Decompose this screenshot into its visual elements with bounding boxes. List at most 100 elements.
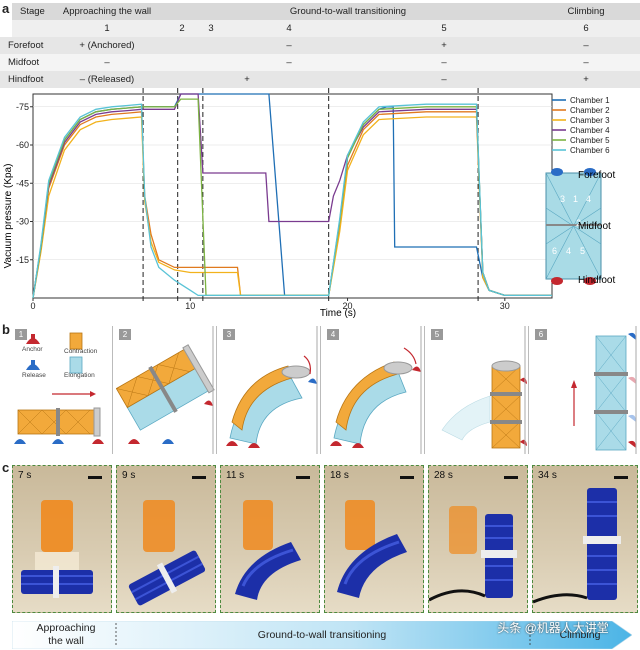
legend-anchor-label: Anchor: [22, 346, 43, 353]
series-line: [32, 103, 552, 299]
legend-entry: Chamber 3: [570, 116, 610, 125]
photo-time: 28 s: [434, 470, 453, 481]
bar-approaching-line1: Approaching: [36, 622, 96, 634]
bar-climbing: Climbing: [559, 629, 601, 641]
step-5-illustration: 5: [428, 326, 529, 454]
step-1-illustration: 1 Anchor Release Contraction Elongation: [12, 326, 113, 454]
scale-bar: [400, 476, 414, 479]
hindfoot-row: Hindfoot – (Released) + – +: [0, 71, 640, 88]
robot-inset: 3 1 4 6 4 5 2 Forefoot Midfoot Hindfoot: [545, 168, 615, 286]
step-number: 3: [223, 329, 235, 340]
step-2-illustration: 2: [115, 326, 217, 454]
photo-step-6: 34 s: [532, 465, 638, 613]
photo-time: 11 s: [226, 470, 245, 481]
midfoot-annotation: Midfoot: [578, 221, 611, 232]
chart-series: [32, 93, 552, 299]
stage-transitioning: Ground-to-wall transitioning: [289, 6, 407, 17]
photo-scene: [337, 500, 407, 598]
chamber-number: 4: [586, 194, 591, 204]
step-6-illustration: 6: [532, 326, 638, 454]
midfoot-value: –: [441, 57, 447, 68]
photo-step-5: 28 s: [428, 465, 528, 613]
x-tick-label: 10: [185, 301, 195, 311]
step-number: 6: [535, 329, 547, 340]
photo-time: 34 s: [538, 470, 557, 481]
hindfoot-value: +: [583, 74, 589, 85]
legend-entry: Chamber 1: [570, 96, 610, 105]
phase-number: 5: [441, 23, 447, 34]
x-tick-label: 0: [30, 301, 35, 311]
stage-dividers: [142, 88, 479, 304]
x-tick-label: 20: [343, 301, 353, 311]
photo-step-2: 9 s: [116, 465, 216, 613]
photo-time: 18 s: [330, 470, 349, 481]
watermark: 头条 @机器人大讲堂: [497, 621, 609, 635]
series-line: [32, 93, 552, 299]
step-number: 1: [15, 329, 27, 340]
plot-frame: [32, 93, 553, 299]
photo-step-4: 18 s: [324, 465, 424, 613]
photo-scene: [235, 500, 301, 600]
forefoot-value: + (Anchored): [79, 40, 135, 51]
legend-release-label: Release: [22, 372, 46, 379]
x-tick-label: 30: [500, 301, 510, 311]
photo-scene: [21, 500, 93, 598]
robot-upright-drawing: [441, 326, 527, 454]
y-tick-label: -45: [16, 178, 29, 188]
stage-progress-bar: Approaching the wall Ground-to-wall tran…: [12, 621, 632, 649]
step-4-illustration: 4: [324, 326, 425, 454]
legend-entry: Chamber 6: [570, 146, 610, 155]
midfoot-value: –: [583, 57, 589, 68]
hindfoot-value: –: [441, 74, 447, 85]
bar-approaching-line2: the wall: [48, 635, 84, 647]
photo-time: 9 s: [122, 470, 136, 481]
legend-entry: Chamber 5: [570, 136, 610, 145]
chamber-number: 5: [580, 246, 585, 256]
y-tick-label: -60: [16, 140, 29, 150]
chart-ticks: 0 10 20 30 -15 -30 -45 -60 -75: [16, 102, 510, 311]
hindfoot-value: – (Released): [79, 74, 135, 85]
chamber-number: 3: [560, 194, 565, 204]
row-label-forefoot: Forefoot: [8, 40, 44, 51]
y-tick-label: -75: [16, 102, 29, 112]
phase-number-row: 1 2 3 4 5 6: [12, 20, 640, 37]
forefoot-value: +: [441, 40, 447, 51]
series-line: [32, 111, 552, 299]
phase-number: 2: [179, 23, 185, 34]
y-axis-label: Vacuum pressure (Kpa): [3, 164, 14, 269]
legend-entry: Chamber 4: [570, 126, 610, 135]
step-number: 2: [119, 329, 131, 340]
stage-label: Stage: [20, 6, 45, 17]
chamber-number: 4: [566, 246, 571, 256]
robot-rise-drawing: [330, 326, 422, 454]
legend-icons: [26, 332, 83, 374]
midfoot-value: –: [286, 57, 292, 68]
hindfoot-value: +: [244, 74, 250, 85]
scale-bar: [192, 476, 206, 479]
forefoot-annotation: Forefoot: [578, 170, 615, 181]
robot-climbing-drawing: [571, 326, 637, 454]
legend-elongation-label: Elongation: [64, 372, 95, 379]
scale-bar: [88, 476, 102, 479]
phase-number: 6: [583, 23, 589, 34]
legend-contraction-label: Contraction: [64, 348, 98, 355]
photo-step-1: 7 s: [12, 465, 112, 613]
step-3-illustration: 3: [220, 326, 321, 454]
robot-bending-drawing: [115, 326, 215, 454]
photo-scene: [128, 500, 206, 606]
legend-entry: Chamber 2: [570, 106, 610, 115]
row-label-midfoot: Midfoot: [8, 57, 40, 68]
scale-bar: [614, 476, 628, 479]
stage-header-row: Stage Approaching the wall Ground-to-wal…: [12, 3, 640, 20]
photo-scene: [429, 506, 517, 602]
bar-approaching: Approaching the wall: [26, 622, 106, 648]
chamber-number: 6: [552, 246, 557, 256]
stage-approaching: Approaching the wall: [62, 6, 152, 17]
panel-a-label: a: [2, 1, 10, 16]
robot-arch-drawing: [226, 326, 318, 454]
hindfoot-annotation: Hindfoot: [578, 275, 615, 286]
phase-number: 3: [208, 23, 214, 34]
series-line: [32, 98, 552, 299]
forefoot-value: –: [286, 40, 292, 51]
